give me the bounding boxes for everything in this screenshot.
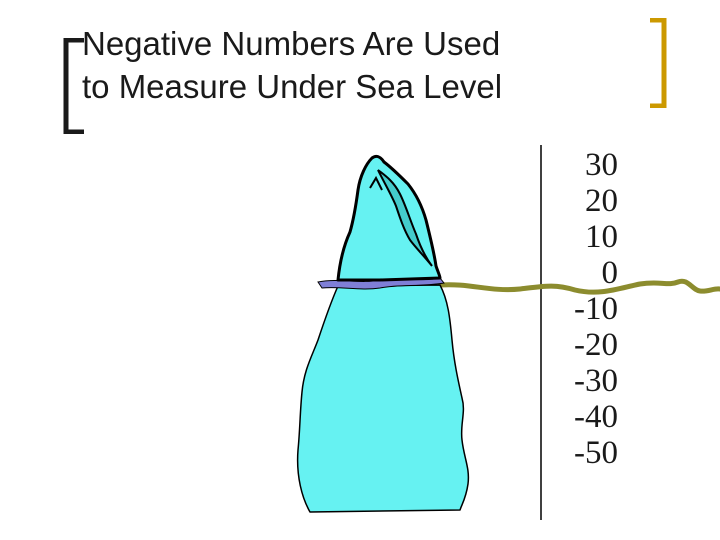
title-line-1: Negative Numbers Are Used [82,25,501,62]
iceberg-peak-shadow [377,169,433,267]
scale-label: 30 [585,147,618,183]
right-bracket-decoration [650,18,667,108]
iceberg-peak-crack [369,175,383,191]
title-line-2: to Measure Under Sea Level [82,68,503,105]
scale-label: 0 [601,255,619,291]
slide-title: Negative Numbers Are Used to Measure Und… [82,22,622,108]
iceberg-peak-icon [336,154,442,282]
scale-label: -40 [574,399,618,435]
scale-label: -50 [574,435,618,471]
scale-label: 10 [585,219,618,255]
scale-label: -20 [574,327,618,363]
scale-label: -10 [574,291,618,327]
iceberg-underwater-icon [296,284,470,513]
sea-surface-line [437,278,720,295]
left-bracket-decoration [63,38,84,134]
scale-label: 20 [585,183,618,219]
scale-label: -30 [574,363,618,399]
depth-scale: 30 20 10 0 -10 -20 -30 -40 -50 [540,147,618,471]
